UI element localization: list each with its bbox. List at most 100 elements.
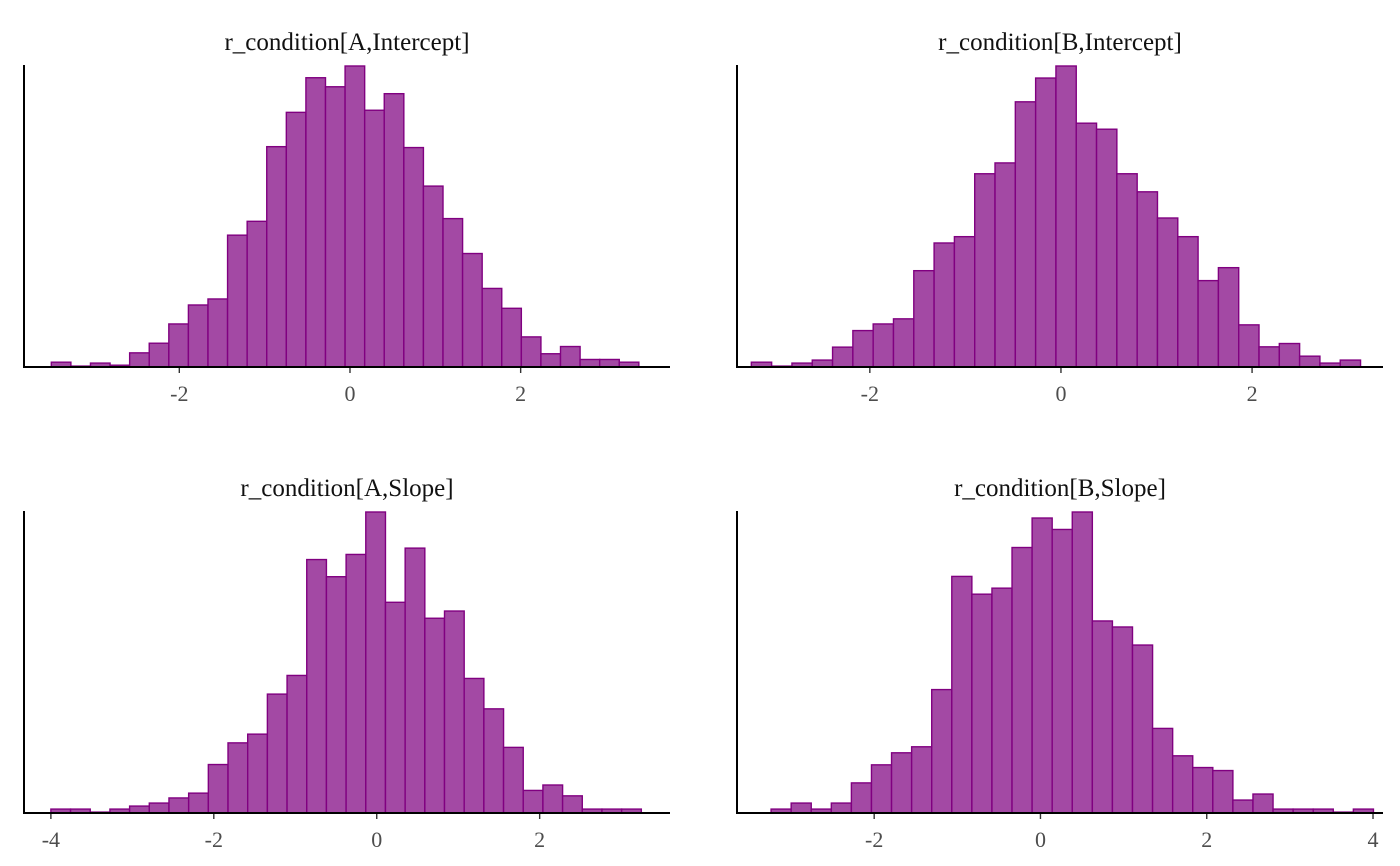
histogram-bar	[442, 217, 464, 368]
histogram-bar	[266, 145, 288, 368]
x-ticks: -4 -2 0 2	[42, 813, 545, 852]
x-ticks: -2 0 2	[861, 367, 1258, 406]
histogram-bar	[830, 802, 853, 814]
histogram-bar	[1232, 799, 1254, 814]
histogram-bar	[910, 746, 933, 814]
histogram-bar	[325, 576, 347, 814]
histogram-bar	[1011, 546, 1033, 814]
histogram-bar	[1095, 128, 1118, 368]
x-tick-label: -2	[865, 827, 883, 852]
histogram-bar	[1031, 517, 1053, 814]
histogram-bar	[913, 269, 935, 368]
histogram-bar	[1151, 727, 1174, 814]
histogram-bar	[344, 65, 366, 368]
histogram-bar	[128, 352, 150, 368]
panel-a-intercept: r_condition[A,Intercept] -2 0 2	[23, 29, 670, 406]
histogram-bar	[226, 234, 248, 368]
histogram-bar	[1116, 173, 1138, 368]
histogram-bar	[1075, 122, 1098, 368]
histogram-bar	[461, 252, 483, 368]
histogram-bar	[1238, 324, 1260, 368]
histogram-bar	[305, 77, 327, 368]
panel-a-slope: r_condition[A,Slope] -4 -2 0 2	[23, 475, 670, 852]
histogram-bar	[1034, 77, 1057, 368]
panel-b-intercept: r_condition[B,Intercept] -2 0 2	[736, 29, 1383, 406]
histogram-bar	[790, 802, 812, 814]
bars	[770, 511, 1375, 814]
histogram-bar	[1192, 766, 1214, 814]
histogram-bar	[994, 162, 1017, 368]
histogram-bar	[345, 553, 367, 814]
histogram-bar	[324, 86, 346, 368]
histogram-bar	[1131, 644, 1154, 814]
histogram-bar	[383, 92, 405, 368]
histogram-bar	[522, 789, 544, 814]
histogram-bar	[559, 345, 581, 368]
histogram-bar	[1339, 359, 1362, 368]
histogram-bar	[971, 593, 993, 814]
histogram-bar	[246, 220, 268, 368]
panel-b-slope: r_condition[B,Slope] -2 0 2 4	[736, 475, 1383, 852]
histogram-bar	[1298, 355, 1321, 368]
x-tick-label: -4	[42, 827, 60, 852]
x-tick-label: 4	[1368, 827, 1379, 852]
histogram-bar	[892, 318, 915, 368]
histogram-bar	[1051, 528, 1073, 814]
histogram-bar	[1111, 626, 1134, 814]
histogram-bar	[1055, 65, 1077, 368]
histogram-bar	[1071, 511, 1094, 814]
histogram-bar	[852, 329, 874, 368]
histogram-bar	[424, 617, 446, 814]
x-tick-label: 2	[1201, 827, 1212, 852]
histogram-bar	[246, 733, 269, 814]
histogram-bar	[931, 688, 953, 814]
x-tick-label: -2	[861, 381, 879, 406]
histogram-bar	[579, 358, 601, 368]
histogram-bar	[443, 610, 465, 814]
histogram-bar	[481, 287, 503, 368]
histogram-bar	[540, 353, 562, 368]
histogram-bar	[148, 342, 170, 368]
histogram-bar	[1091, 620, 1114, 814]
histogram-bar	[1278, 342, 1301, 368]
x-tick-label: 2	[515, 381, 526, 406]
histogram-bar	[483, 708, 505, 814]
histogram-bar	[168, 323, 190, 368]
histogram-bar	[1217, 266, 1240, 368]
histogram-bar	[365, 511, 387, 814]
histogram-bar	[890, 752, 913, 814]
histogram-bar	[1197, 279, 1220, 368]
histogram-bar	[306, 558, 328, 814]
histogram-bar	[187, 792, 210, 814]
histogram-bar	[128, 805, 150, 814]
x-tick-label: 2	[1247, 381, 1258, 406]
histogram-bar	[953, 235, 976, 368]
histogram-bar	[404, 547, 426, 814]
histogram-bar	[811, 359, 834, 368]
histogram-bar	[520, 336, 542, 368]
x-ticks: -2 0 2	[170, 367, 526, 406]
x-tick-label: 0	[371, 827, 382, 852]
panel-title: r_condition[B,Intercept]	[938, 29, 1182, 56]
histogram-bar	[1171, 755, 1194, 814]
x-tick-label: 0	[344, 381, 355, 406]
histogram-bar	[227, 742, 249, 814]
histogram-bar	[1258, 346, 1281, 368]
histogram-bar	[850, 782, 873, 814]
histogram-bar	[933, 242, 956, 368]
histogram-bar	[187, 304, 209, 368]
panel-title: r_condition[B,Slope]	[954, 475, 1166, 502]
histogram-bar	[598, 358, 620, 368]
histogram-bar	[207, 298, 229, 368]
histogram-bar	[1212, 769, 1234, 814]
histogram-bar	[870, 764, 893, 814]
histogram-bar	[266, 693, 288, 814]
histogram-bar	[1156, 217, 1179, 368]
histogram-bar	[207, 763, 229, 814]
panel-title: r_condition[A,Slope]	[240, 475, 453, 502]
histogram-bar	[363, 109, 385, 368]
x-tick-label: -2	[170, 381, 188, 406]
histogram-bar	[422, 185, 444, 368]
histogram-bar	[501, 307, 523, 368]
histogram-bar	[285, 111, 307, 368]
